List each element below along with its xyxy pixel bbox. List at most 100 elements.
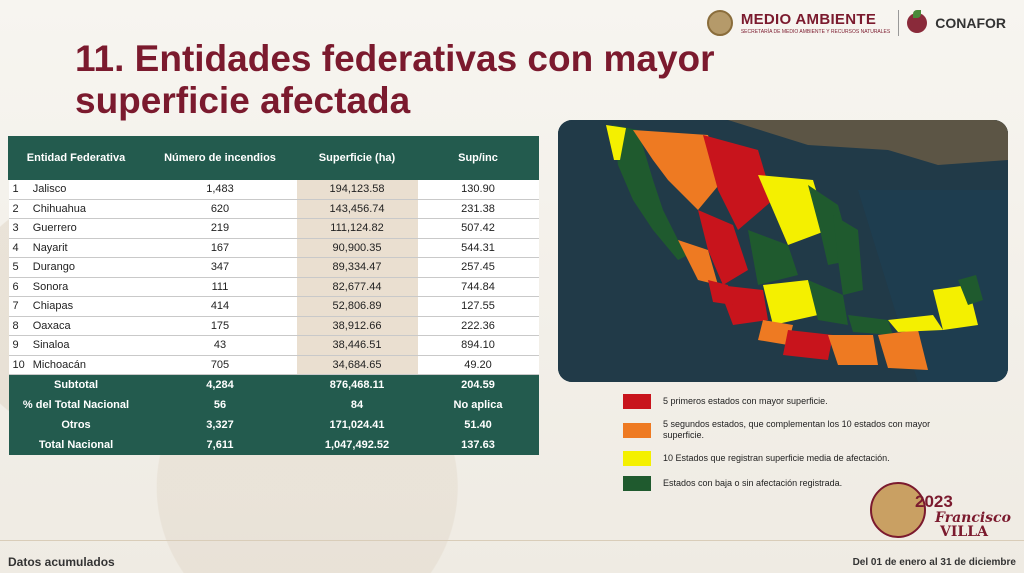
badge-year: 2023	[915, 492, 953, 511]
header-supinc: Sup/inc	[417, 136, 539, 180]
summary-label: % del Total Nacional	[8, 395, 144, 415]
row-incendios: 111	[143, 277, 297, 297]
table-header-row: Entidad Federativa Número de incendios S…	[8, 136, 539, 180]
row-number: 10	[8, 355, 29, 375]
summary-incendios: 7,611	[143, 435, 297, 455]
header-superficie: Superficie (ha)	[296, 136, 418, 180]
row-incendios: 175	[143, 316, 297, 336]
row-superficie: 34,684.65	[296, 355, 418, 375]
table-summary-row: Total Nacional 7,611 1,047,492.52 137.63	[8, 435, 539, 455]
row-incendios: 1,483	[143, 179, 297, 200]
page-title: 11. Entidades federativas con mayor supe…	[75, 38, 715, 121]
footer-left-text: Datos acumulados	[8, 555, 115, 569]
legend-swatch-orange	[623, 422, 651, 438]
row-entidad: Chiapas	[28, 296, 144, 317]
mexico-map	[558, 120, 1008, 382]
row-supinc: 257.45	[417, 257, 539, 278]
row-entidad: Sonora	[28, 277, 144, 297]
summary-supinc: 51.40	[417, 415, 539, 435]
conafor-text: CONAFOR	[935, 15, 1006, 31]
table-summary-row: % del Total Nacional 56 84 No aplica	[8, 395, 539, 415]
row-number: 7	[8, 296, 29, 317]
nayarit-region	[708, 280, 733, 305]
footer-divider	[0, 540, 1024, 541]
row-supinc: 130.90	[417, 179, 539, 200]
badge-name-last: VILLA	[940, 524, 988, 540]
medio-ambiente-logo: MEDIO AMBIENTE SECRETARÍA DE MEDIO AMBIE…	[741, 11, 890, 35]
villa-portrait-icon	[870, 482, 926, 538]
row-superficie: 38,912.66	[296, 316, 418, 336]
puebla-veracruz-south-region	[848, 315, 893, 335]
row-entidad: Oaxaca	[28, 316, 144, 336]
table-row: 3 Guerrero 219 111,124.82 507.42	[8, 218, 539, 239]
summary-label: Subtotal	[8, 374, 144, 395]
table-row: 9 Sinaloa 43 38,446.51 894.10	[8, 335, 539, 356]
summary-label: Total Nacional	[8, 435, 144, 455]
logo-divider	[898, 10, 900, 36]
row-number: 1	[8, 179, 29, 200]
row-supinc: 231.38	[417, 199, 539, 219]
row-supinc: 222.36	[417, 316, 539, 336]
table-summary-row: Subtotal 4,284 876,468.11 204.59	[8, 374, 539, 395]
summary-superficie: 171,024.41	[296, 415, 418, 435]
row-number: 6	[8, 277, 29, 297]
map-legend: 5 primeros estados con mayor superficie.…	[623, 394, 953, 501]
table-row: 7 Chiapas 414 52,806.89 127.55	[8, 296, 539, 317]
legend-text: 10 Estados que registran superficie medi…	[663, 453, 890, 463]
table-row: 8 Oaxaca 175 38,912.66 222.36	[8, 316, 539, 336]
row-superficie: 52,806.89	[296, 296, 418, 317]
row-superficie: 82,677.44	[296, 277, 418, 297]
medio-ambiente-subtext: SECRETARÍA DE MEDIO AMBIENTE Y RECURSOS …	[740, 29, 891, 35]
row-incendios: 620	[143, 199, 297, 219]
medio-ambiente-text: MEDIO AMBIENTE	[740, 11, 877, 28]
yucatan-north-region	[958, 275, 983, 305]
row-entidad: Nayarit	[28, 238, 144, 258]
row-supinc: 49.20	[417, 355, 539, 375]
baja-california-sur-region	[613, 125, 688, 260]
table-row: 1 Jalisco 1,483 194,123.58 130.90	[8, 179, 539, 200]
summary-incendios: 3,327	[143, 415, 297, 435]
summary-incendios: 4,284	[143, 374, 297, 395]
footer-right-text: Del 01 de enero al 31 de diciembre	[852, 557, 1016, 568]
durango-region	[698, 210, 748, 285]
row-entidad: Michoacán	[28, 355, 144, 375]
table-row: 5 Durango 347 89,334.47 257.45	[8, 257, 539, 278]
summary-superficie: 1,047,492.52	[296, 435, 418, 455]
legend-text: Estados con baja o sin afectación regist…	[663, 478, 843, 488]
row-incendios: 43	[143, 335, 297, 356]
row-superficie: 111,124.82	[296, 218, 418, 239]
row-number: 5	[8, 257, 29, 278]
summary-supinc: No aplica	[417, 395, 539, 415]
row-incendios: 167	[143, 238, 297, 258]
row-supinc: 127.55	[417, 296, 539, 317]
legend-item: 10 Estados que registran superficie medi…	[623, 451, 953, 466]
legend-swatch-red	[623, 394, 651, 409]
row-number: 3	[8, 218, 29, 239]
row-supinc: 507.42	[417, 218, 539, 239]
row-entidad: Guerrero	[28, 218, 144, 239]
tabasco-region	[888, 315, 943, 332]
legend-item: 5 primeros estados con mayor superficie.	[623, 394, 953, 409]
row-number: 9	[8, 335, 29, 356]
row-incendios: 347	[143, 257, 297, 278]
chihuahua-region	[703, 135, 773, 230]
row-superficie: 38,446.51	[296, 335, 418, 356]
legend-swatch-green	[623, 476, 651, 491]
row-incendios: 705	[143, 355, 297, 375]
header-entidad: Entidad Federativa	[8, 136, 144, 180]
zacatecas-region	[748, 230, 798, 285]
row-incendios: 219	[143, 218, 297, 239]
header-incendios: Número de incendios	[143, 136, 297, 180]
row-superficie: 143,456.74	[296, 199, 418, 219]
tamaulipas-region	[833, 215, 863, 295]
header-logos: MEDIO AMBIENTE SECRETARÍA DE MEDIO AMBIE…	[706, 10, 1006, 36]
row-number: 2	[8, 199, 29, 219]
table-row: 2 Chihuahua 620 143,456.74 231.38	[8, 199, 539, 219]
row-supinc: 744.84	[417, 277, 539, 297]
legend-text: 5 segundos estados, que complementan los…	[663, 419, 931, 440]
michoacan-region	[758, 320, 793, 345]
chiapas-region	[878, 330, 928, 370]
table-row: 6 Sonora 111 82,677.44 744.84	[8, 277, 539, 297]
summary-label: Otros	[8, 415, 144, 435]
legend-item: 5 segundos estados, que complementan los…	[623, 419, 953, 441]
